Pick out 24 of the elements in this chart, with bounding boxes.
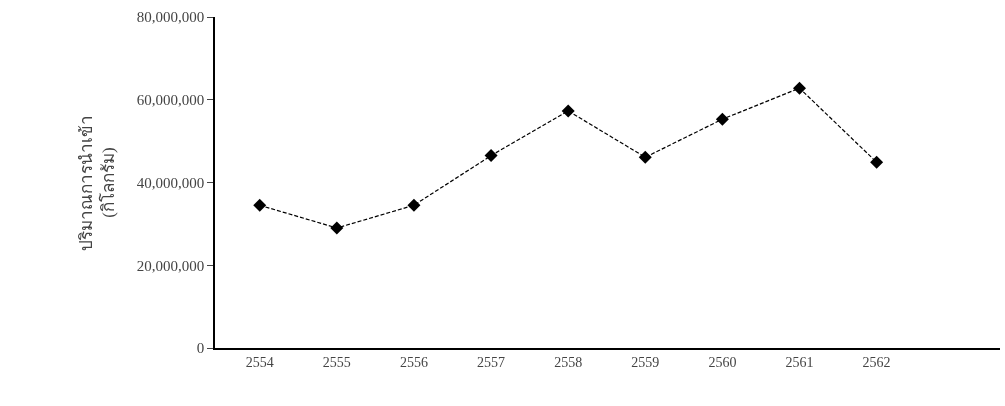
x-tick-label: 2560 [708,354,737,370]
point [638,150,652,164]
x-tick-label: 2555 [322,354,351,370]
x-tick-label: 2559 [631,354,660,370]
x-tick-label: 2557 [477,354,506,370]
y-tick-label: 80,000,000 [136,9,205,26]
y-tick-label: 0 [196,340,205,357]
x-tick-label: 2558 [554,354,583,370]
point [561,104,575,118]
x-tick-label: 2562 [862,354,891,370]
point [407,198,421,212]
x-tick-label: 2554 [245,354,274,370]
y-tick-label: 40,000,000 [136,174,205,191]
point [330,221,344,235]
y-tick-label: 60,000,000 [136,92,205,108]
point [715,112,729,126]
y-axis-title: ปริมาณการนำเข้า (กิโลกรัม) [76,114,118,251]
x-tick-label: 2556 [399,354,428,370]
point [793,81,807,95]
point [484,149,498,163]
x-tick-label: 2561 [785,354,814,370]
y-tick-label: 20,000,000 [136,257,205,274]
point [253,198,267,212]
point [870,155,884,169]
